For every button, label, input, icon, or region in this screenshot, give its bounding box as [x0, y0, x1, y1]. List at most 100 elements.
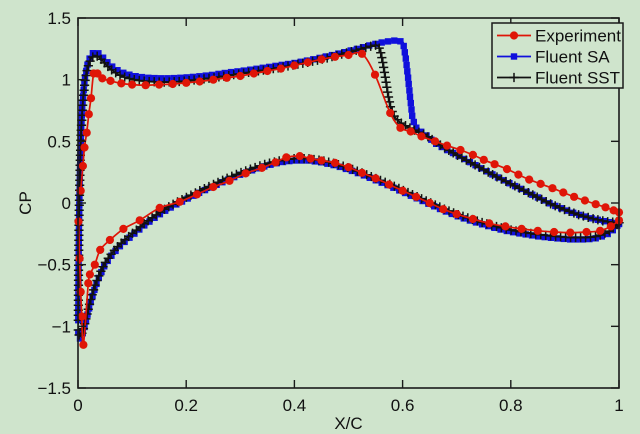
experiment-marker [559, 188, 568, 197]
fluent-sst-marker [598, 216, 608, 226]
experiment-marker [85, 270, 94, 279]
y-tick-label: 1 [62, 71, 71, 90]
experiment-marker [570, 192, 579, 201]
fluent-sst-marker [546, 199, 556, 209]
fluent-sa-marker [404, 74, 412, 81]
legend-label: Fluent SST [535, 69, 620, 88]
experiment-marker [357, 49, 367, 58]
fluent-sa-marker [400, 42, 407, 50]
fluent-sa-marker [120, 69, 127, 76]
fluent-sa-marker [202, 72, 209, 79]
fluent-sa-marker [390, 184, 397, 191]
experiment-marker [306, 154, 315, 163]
experiment-marker [596, 226, 605, 235]
experiment-marker [525, 175, 534, 184]
experiment-marker [96, 245, 105, 254]
fluent-sst-marker [88, 52, 98, 62]
experiment-marker [128, 80, 137, 89]
fluent-sst-marker [80, 75, 90, 85]
x-tick-label: 0.2 [174, 396, 198, 415]
fluent-sst-marker [496, 174, 507, 184]
fluent-sst-marker [81, 70, 91, 81]
y-tick-label: 1.5 [47, 9, 71, 28]
experiment-marker [80, 143, 89, 152]
fluent-sst-marker [492, 172, 502, 182]
fluent-sa-marker [560, 235, 567, 243]
fluent-sa-marker [297, 58, 304, 65]
experiment-marker [75, 254, 84, 263]
fluent-sa-marker [598, 233, 605, 240]
x-axis-label: X/C [334, 414, 362, 433]
experiment-marker [330, 52, 340, 61]
fluent-sa-marker [491, 224, 498, 231]
experiment-marker [509, 31, 519, 40]
experiment-marker [606, 222, 616, 231]
fluent-sa-marker [448, 210, 455, 218]
experiment-marker [79, 340, 88, 349]
fluent-sa-marker [410, 118, 417, 126]
fluent-sa-marker [272, 62, 279, 70]
x-tick-label: 0.4 [283, 396, 307, 415]
experiment-marker [82, 128, 91, 137]
fluent-sa-marker [234, 68, 241, 75]
experiment-marker [417, 132, 426, 141]
legend-label: Experiment [535, 27, 621, 46]
fluent-sst-marker [381, 77, 391, 87]
y-tick-label: −0.5 [37, 256, 71, 275]
fluent-sa-marker [322, 53, 329, 60]
fluent-sst-marker [82, 65, 92, 76]
legend-label: Fluent SA [535, 48, 610, 67]
fluent-sst-marker [588, 214, 598, 224]
fluent-sst-marker [541, 197, 551, 207]
fluent-sa-marker [227, 68, 235, 76]
fluent-sa-marker [384, 38, 392, 45]
experiment-marker [517, 224, 526, 233]
fluent-sa-marker [84, 61, 91, 68]
experiment-marker [385, 180, 394, 189]
fluent-sst-marker [361, 42, 371, 53]
y-tick-label: −1 [52, 317, 71, 336]
fluent-sa-marker [535, 233, 542, 240]
experiment-marker [431, 137, 440, 146]
fluent-sa-marker [402, 55, 409, 62]
experiment-marker [502, 165, 512, 174]
fluent-sst-marker [593, 215, 603, 225]
experiment-marker [263, 66, 272, 76]
fluent-sa-marker [541, 233, 548, 241]
experiment-marker [175, 197, 184, 206]
x-tick-label: 1 [614, 396, 623, 415]
experiment-marker [77, 312, 86, 321]
experiment-marker [479, 155, 488, 164]
fluent-sa-marker [157, 75, 165, 82]
fluent-sst-marker [90, 280, 100, 290]
experiment-marker [396, 123, 405, 132]
experiment-marker [468, 150, 477, 159]
experiment-marker [135, 216, 144, 225]
experiment-marker [195, 77, 204, 86]
experiment-marker [580, 196, 590, 205]
experiment-marker [550, 227, 559, 237]
experiment-marker [452, 210, 461, 219]
experiment-marker [84, 279, 93, 288]
experiment-marker [330, 158, 340, 167]
experiment-marker [566, 228, 575, 237]
experiment-marker [225, 176, 234, 185]
fluent-sst-marker [380, 72, 390, 82]
fluent-sst-marker [550, 201, 560, 211]
experiment-marker [582, 227, 591, 237]
experiment-marker [548, 184, 557, 193]
experiment-marker [425, 198, 434, 208]
fluent-sa-marker [145, 74, 152, 81]
experiment-marker [371, 174, 380, 183]
legend: Experiment Fluent SA Fluent SST [491, 22, 624, 89]
fluent-sst-marker [491, 221, 502, 232]
experiment-marker [141, 81, 150, 90]
experiment-marker [90, 260, 99, 269]
experiment-marker [98, 74, 107, 83]
fluent-sst-marker [383, 87, 393, 97]
fluent-sa-marker [177, 74, 184, 81]
x-tick-label: 0 [73, 396, 82, 415]
fluent-sst-marker [96, 266, 106, 276]
fluent-sa-marker [516, 230, 523, 237]
